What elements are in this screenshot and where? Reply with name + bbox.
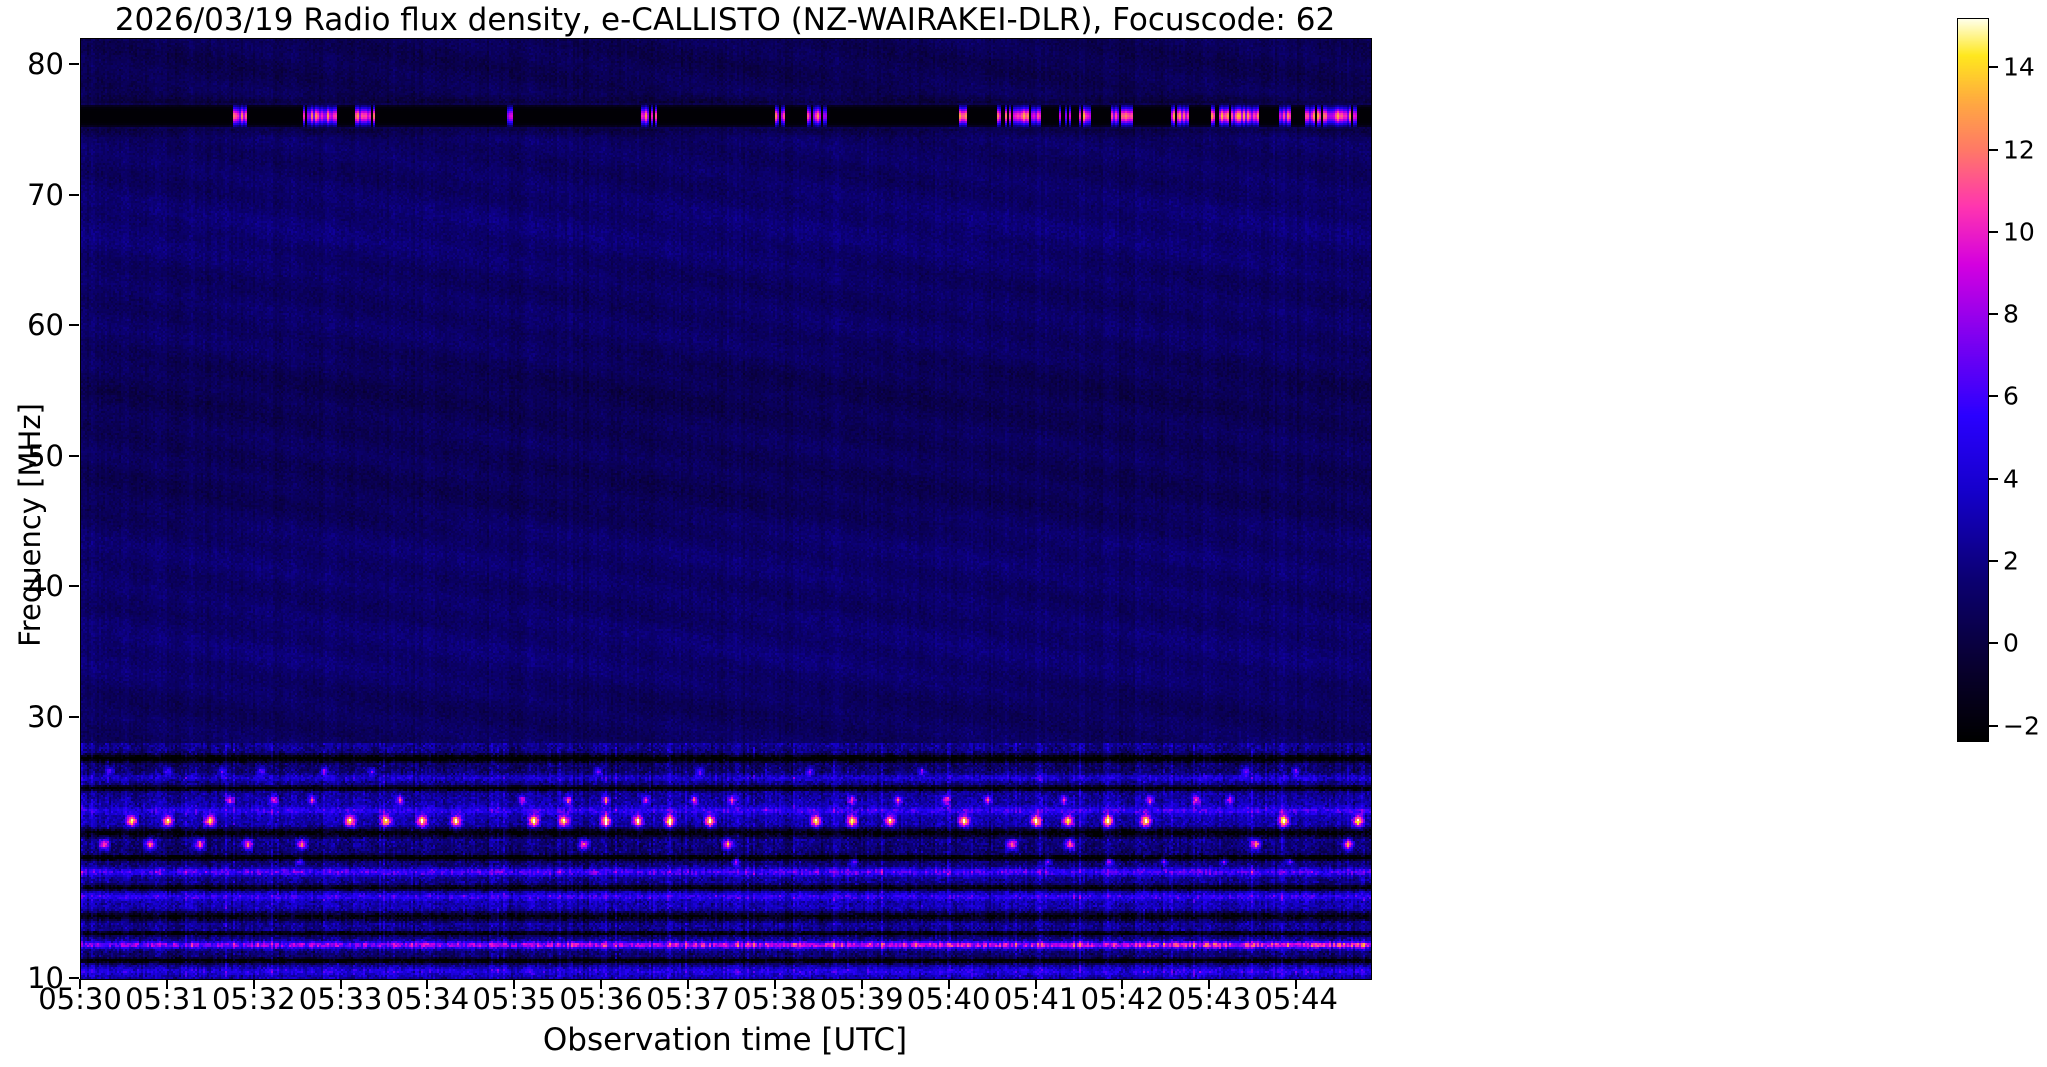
colorbar-tick-label: −2 <box>2003 711 2040 741</box>
x-tick-mark <box>860 979 863 989</box>
y-tick-mark <box>69 585 79 588</box>
colorbar-tick-label: 4 <box>2003 464 2019 494</box>
x-tick-mark <box>1034 979 1037 989</box>
y-tick-label: 50 <box>27 438 64 473</box>
y-tick-label: 70 <box>27 177 64 212</box>
x-tick-mark <box>947 979 950 989</box>
y-tick-mark <box>69 977 79 979</box>
colorbar-tick-label: 0 <box>2003 628 2019 658</box>
x-tick-mark <box>513 979 516 989</box>
x-tick-mark <box>600 979 603 989</box>
colorbar-tick-label: 6 <box>2003 381 2019 411</box>
colorbar-tick-mark <box>1989 477 1998 480</box>
x-axis-label: Observation time [UTC] <box>542 1022 908 1058</box>
y-axis-label: Frequency [MHz] <box>13 403 47 647</box>
x-tick-mark <box>773 979 776 989</box>
page-title: 2026/03/19 Radio flux density, e-CALLIST… <box>114 2 1336 38</box>
colorbar-tick-label: 14 <box>2003 52 2035 82</box>
x-tick-mark <box>1295 979 1298 989</box>
y-tick-mark <box>69 63 79 66</box>
colorbar-tick-mark <box>1989 230 1998 233</box>
x-tick-mark <box>687 979 690 989</box>
x-tick-mark <box>339 979 342 989</box>
y-tick-label: 60 <box>27 308 64 343</box>
spectrogram-image <box>81 39 1371 979</box>
colorbar-tick-mark <box>1989 66 1998 69</box>
colorbar-tick-mark <box>1989 560 1998 562</box>
x-tick-mark <box>426 979 429 989</box>
colorbar[interactable]: 14 12 10 8 6 4 2 0 −2 <box>1957 18 2040 742</box>
colorbar-tick-mark <box>1989 313 1998 316</box>
y-tick-label: 40 <box>27 569 64 604</box>
colorbar-tick-label: 12 <box>2003 135 2035 165</box>
y-tick-mark <box>69 454 79 457</box>
colorbar-tick-mark <box>1989 724 1998 727</box>
x-tick-mark <box>1208 979 1211 989</box>
colorbar-tick-label: 2 <box>2003 546 2019 576</box>
spectrogram-plot-area[interactable] <box>80 38 1372 980</box>
colorbar-tick-label: 8 <box>2003 299 2019 329</box>
y-tick-label: 10 <box>27 961 64 995</box>
x-tick-mark <box>79 979 81 989</box>
colorbar-gradient <box>1957 18 1989 742</box>
y-tick-label: 30 <box>27 699 64 734</box>
x-tick-mark <box>1121 979 1124 989</box>
colorbar-tick-mark <box>1989 148 1998 151</box>
colorbar-tick-mark <box>1989 642 1998 645</box>
y-tick-mark <box>69 324 79 327</box>
y-tick-mark <box>69 715 79 718</box>
colorbar-tick-mark <box>1989 395 1998 398</box>
colorbar-tick-label: 10 <box>2003 217 2035 247</box>
y-tick-mark <box>69 193 79 196</box>
y-tick-label: 80 <box>27 47 64 82</box>
x-tick-mark <box>252 979 255 989</box>
x-tick-mark <box>165 979 168 989</box>
